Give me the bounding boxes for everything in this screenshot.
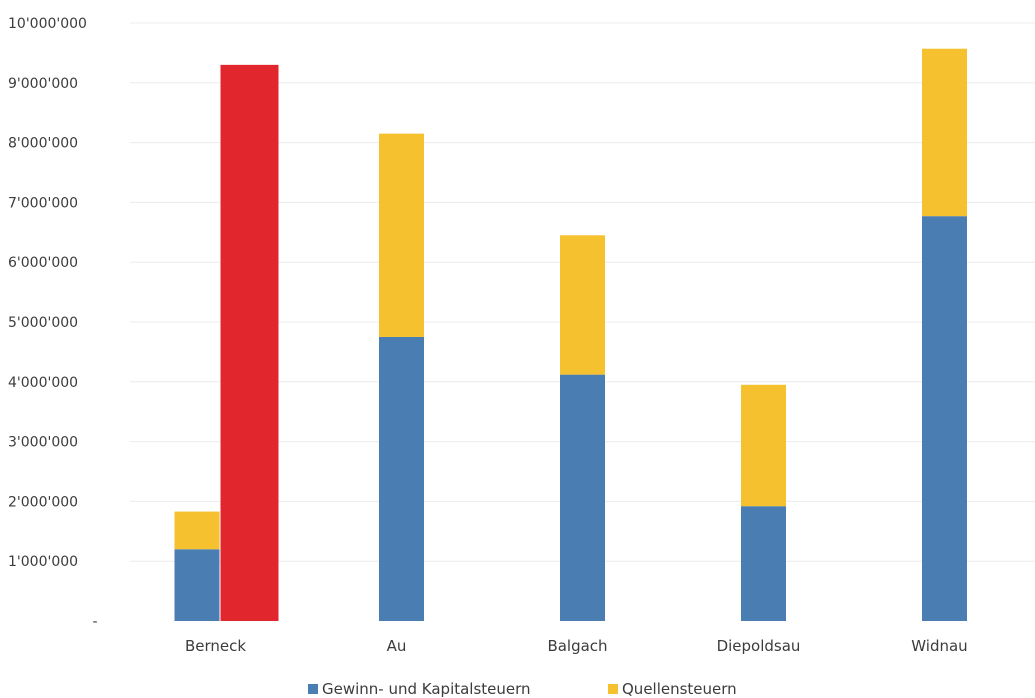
y-tick-label: 1'000'000 [8,554,78,570]
x-tick-label: Balgach [547,637,607,655]
bar-quellensteuern [922,48,967,217]
y-tick-label: 6'000'000 [8,255,78,271]
bar-gewinn-kapitalsteuern [560,374,605,621]
y-tick-label: 7'000'000 [8,195,78,211]
bars [174,48,967,622]
x-tick-label: Berneck [185,637,246,655]
y-tick-label: 2'000'000 [8,494,78,510]
bar-quellensteuern [741,384,786,507]
bar-gewinn-kapitalsteuern [741,506,786,621]
y-tick-label: 4'000'000 [8,375,78,391]
legend-label: Gewinn- und Kapitalsteuern [322,680,531,698]
x-tick-label: Au [387,637,407,655]
legend-swatch [608,684,618,694]
legend: Gewinn- und Kapitalsteuern Quellensteuern [308,680,737,698]
bar-highlight [220,64,279,622]
bar-quellensteuern [174,511,220,550]
y-tick-label: 9'000'000 [8,76,78,92]
legend-label: Quellensteuern [622,680,737,698]
legend-swatch [308,684,318,694]
y-tick-label: 3'000'000 [8,435,78,451]
x-tick-label: Widnau [911,637,967,655]
bar-quellensteuern [560,235,605,375]
y-axis-ticks: - 1'000'000 2'000'000 3'000'000 4'000'000 5'0… [8,16,98,630]
x-tick-label: Diepoldsau [717,637,801,655]
bar-gewinn-kapitalsteuern [922,216,967,622]
x-axis-ticks: Berneck Au Balgach Diepoldsau Widnau [185,637,968,655]
y-tick-label: 10'000'000 [8,16,87,32]
bar-gewinn-kapitalsteuern [379,336,424,621]
y-tick-label: 5'000'000 [8,315,78,331]
y-tick-label: 8'000'000 [8,136,78,152]
bar-gewinn-kapitalsteuern [174,549,220,621]
bar-quellensteuern [379,133,424,337]
y-tick-label: - [92,614,97,630]
